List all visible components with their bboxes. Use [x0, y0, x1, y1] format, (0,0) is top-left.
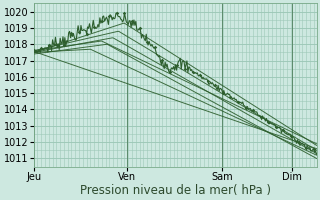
X-axis label: Pression niveau de la mer( hPa ): Pression niveau de la mer( hPa ): [80, 184, 271, 197]
